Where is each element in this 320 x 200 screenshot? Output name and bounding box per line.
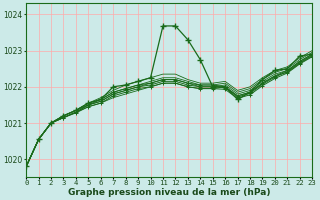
X-axis label: Graphe pression niveau de la mer (hPa): Graphe pression niveau de la mer (hPa): [68, 188, 270, 197]
